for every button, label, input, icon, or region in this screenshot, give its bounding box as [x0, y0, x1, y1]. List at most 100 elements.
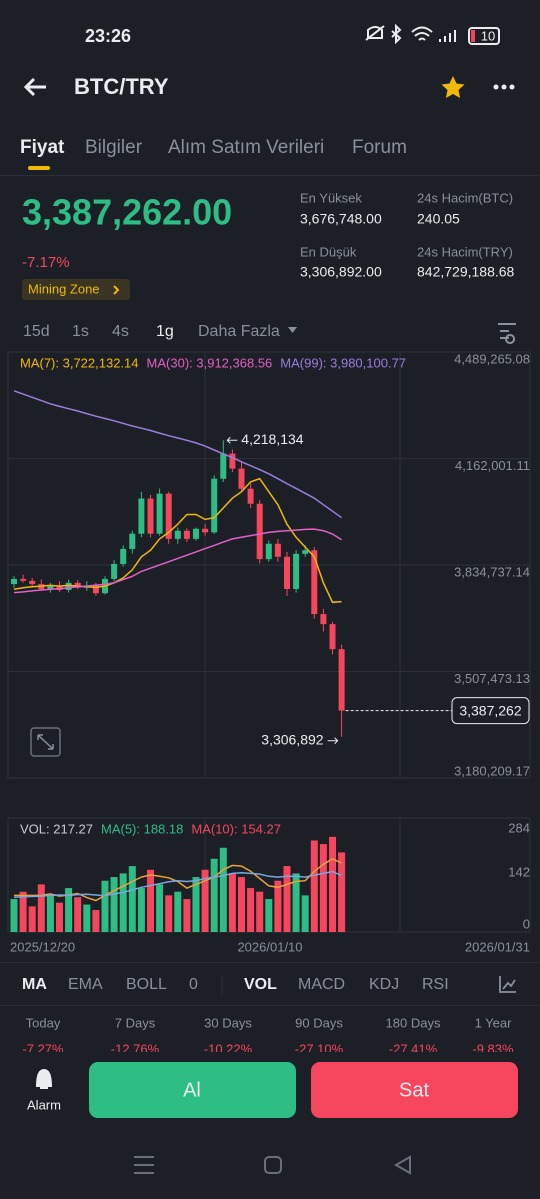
candle-body: [111, 563, 118, 579]
candle-body: [284, 556, 290, 589]
stat-value: 3,676,748.00: [300, 211, 382, 227]
vol-legend: MA(5): 188.18: [101, 821, 183, 836]
ma-legend: MA(30): 3,912,368.56: [147, 355, 273, 370]
chart-settings[interactable]: [498, 323, 516, 344]
candle-body: [156, 493, 163, 534]
indicator-settings[interactable]: [499, 976, 516, 993]
wifi-icon: [411, 26, 433, 41]
buy-label: Al: [183, 1079, 201, 1101]
volume-bar: [156, 884, 164, 932]
volume-bar: [319, 844, 327, 932]
volume-bar: [101, 880, 109, 932]
volume-bar: [92, 910, 100, 932]
divider: [0, 962, 540, 963]
buy-button[interactable]: [89, 1062, 296, 1118]
volume-bar: [174, 891, 182, 932]
interval[interactable]: 15d: [23, 323, 50, 340]
low-arrow: [327, 737, 339, 745]
volume-bar: [147, 869, 154, 932]
candle-body: [302, 550, 309, 554]
nav-home[interactable]: [264, 1156, 282, 1174]
status-time: 23:26: [85, 26, 131, 46]
badge[interactable]: [22, 279, 130, 300]
alarm-icon[interactable]: [35, 1068, 53, 1089]
volume-bar: [37, 884, 45, 932]
expand-button[interactable]: [30, 727, 61, 757]
indicator-tab[interactable]: VOL: [244, 976, 277, 993]
candle-body: [65, 582, 72, 590]
volume-bar: [110, 877, 118, 932]
tab-indicator: [28, 166, 50, 170]
volume-bar: [46, 895, 54, 932]
mute-icon: [365, 25, 385, 41]
last-price-label: 3,387,262: [459, 702, 521, 718]
badge-chevron: [113, 285, 120, 295]
interval[interactable]: Daha Fazla: [198, 323, 280, 340]
perf-label: 30 Days: [204, 1015, 252, 1030]
indicator-tab[interactable]: MACD: [298, 976, 345, 993]
nav-menu[interactable]: [134, 1156, 154, 1174]
interval[interactable]: 4s: [112, 323, 129, 340]
candle-body: [202, 528, 209, 533]
ma-line: [13, 390, 343, 519]
candle-body: [329, 624, 336, 650]
battery-level: [471, 30, 475, 42]
candle-body: [265, 543, 272, 560]
volume-bar: [292, 873, 300, 932]
bluetooth-icon: [391, 23, 402, 45]
chart-layer: 4,489,265.08 4,162,001.11 3,834,737.14 3,50…: [8, 351, 530, 932]
candle-body: [29, 580, 36, 585]
volume-bar: [83, 904, 91, 932]
volume-bar: [329, 836, 336, 932]
stat-label: 24s Hacim(BTC): [417, 190, 513, 205]
favorite-star[interactable]: [441, 76, 465, 98]
volume-bar: [119, 873, 127, 932]
last-price-box: [451, 697, 530, 725]
nav-back[interactable]: [393, 1155, 411, 1175]
candle-body: [320, 614, 327, 625]
ma-legend: MA(99): 3,980,100.77: [280, 355, 406, 370]
y-tick-label: 3,180,209.17: [454, 763, 530, 778]
volume-bar: [10, 899, 18, 932]
indicator-tab[interactable]: MA: [22, 976, 47, 993]
indicator-tab[interactable]: BOLL: [126, 976, 167, 993]
indicator-tab[interactable]: EMA: [68, 976, 103, 993]
tab[interactable]: Bilgiler: [85, 137, 143, 158]
indicator-tab[interactable]: KDJ: [369, 976, 399, 993]
tab[interactable]: Fiyat: [20, 137, 65, 158]
tab[interactable]: Alım Satım Verileri: [168, 137, 324, 158]
volume-bar: [56, 902, 63, 932]
tab[interactable]: Forum: [352, 137, 407, 158]
candle-body: [120, 548, 127, 564]
more-menu[interactable]: [493, 84, 515, 90]
interval[interactable]: 1s: [72, 323, 89, 340]
volume-bar: [256, 891, 264, 932]
ma-line: [13, 477, 342, 604]
candle-body: [211, 478, 218, 533]
candle-body: [238, 468, 245, 489]
indicator-tab[interactable]: 0: [189, 976, 198, 993]
candle-body: [174, 530, 181, 539]
volume-bar: [192, 877, 200, 932]
high-arrow: [226, 436, 238, 444]
volume-bar: [19, 891, 27, 932]
candle-body: [129, 533, 136, 549]
indicator-tab[interactable]: RSI: [422, 976, 449, 993]
dot: [509, 84, 515, 90]
candle-body: [20, 578, 27, 581]
candle-body: [147, 498, 154, 534]
alarm-label[interactable]: Alarm: [27, 1097, 61, 1112]
volume-bar: [165, 895, 173, 932]
sell-button[interactable]: [311, 1062, 518, 1118]
dropdown-caret: [288, 327, 297, 333]
stat-label: 24s Hacim(TRY): [417, 244, 513, 259]
interval[interactable]: 1g: [156, 323, 174, 340]
high-label: 4,218,134: [241, 431, 303, 447]
volume-bar: [301, 895, 309, 932]
volume-bar: [310, 840, 318, 932]
badge-text: Mining Zone: [28, 281, 100, 296]
volume-bar: [210, 858, 218, 932]
volume-bar: [247, 888, 255, 932]
back-button[interactable]: [23, 77, 46, 97]
